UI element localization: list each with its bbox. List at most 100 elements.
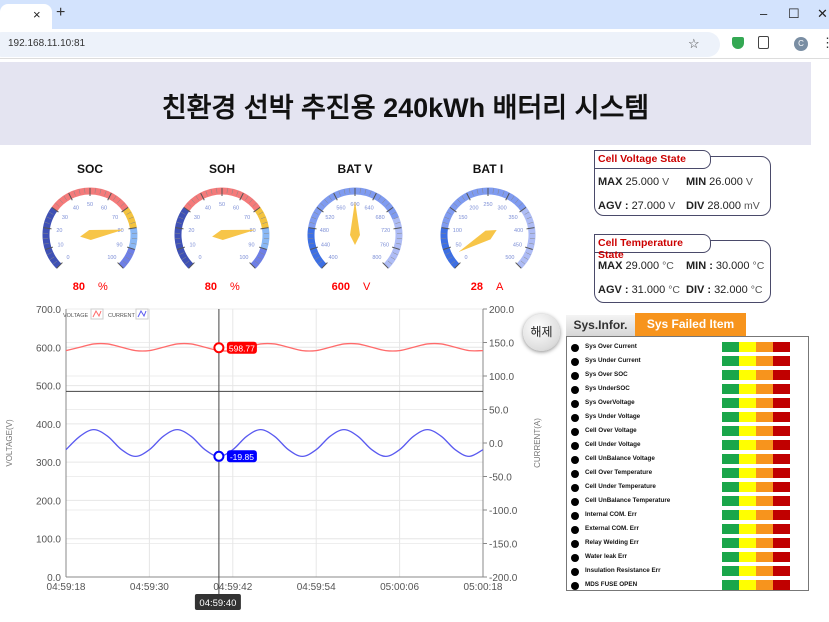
y-tick-label: 600.0 <box>36 343 61 354</box>
fail-level-cell <box>756 426 773 436</box>
gauge-tick <box>120 202 125 207</box>
gauge-tick <box>395 222 401 224</box>
gauge-tick <box>262 222 268 224</box>
fail-level-cell <box>722 510 739 520</box>
failed-item-row: Sys Under Voltage <box>567 411 807 425</box>
failed-item-label: Insulation Resistance Err <box>585 567 661 574</box>
gauge-tick-label: 480 <box>320 228 329 234</box>
y2-tick-label: 50.0 <box>489 406 509 417</box>
url-field[interactable]: 192.168.11.10:81 ☆ <box>0 32 720 57</box>
status-dot-icon <box>571 498 579 506</box>
failed-item-row: Sys Over SOC <box>567 369 807 383</box>
legend-line-icon <box>137 309 147 318</box>
gauge-tick <box>497 189 500 195</box>
gauge-tick <box>128 227 137 230</box>
failed-item-row: Cell Under Voltage <box>567 439 807 453</box>
voltage-current-chart[interactable]: 0.0 100.0 200.0 300.0 400.0 500.0 600.0 700.0 -2… <box>0 300 560 622</box>
tab-sys-info[interactable]: Sys.Infor. <box>566 315 635 336</box>
y2-tick-label: -150.0 <box>489 540 518 551</box>
fail-level-cell <box>739 398 756 408</box>
gauge-tick <box>187 202 192 207</box>
cell-temperature-title: Cell Temperature State <box>594 234 711 261</box>
fail-level-cell <box>756 454 773 464</box>
fail-level-cell <box>722 538 739 548</box>
fail-level-cell <box>722 524 739 534</box>
fail-level-cell <box>773 552 790 562</box>
gauge-tick <box>321 262 328 269</box>
gauge-tick <box>245 195 249 201</box>
bookmark-star-icon[interactable]: ☆ <box>688 36 700 51</box>
minimize-icon[interactable]: – <box>760 6 768 21</box>
url-text[interactable]: 192.168.11.10:81 <box>8 38 86 49</box>
gauge-tick <box>125 256 131 260</box>
fail-level-cell <box>722 342 739 352</box>
gauge-tick <box>55 202 60 207</box>
gauge-tick <box>390 256 396 260</box>
fail-level-cell <box>756 538 773 548</box>
gauge-tick-label: 90 <box>248 243 254 249</box>
gauge-tick-label: 50 <box>455 243 461 249</box>
extensions-puzzle-icon[interactable] <box>758 36 769 49</box>
y2-tick-label: -50.0 <box>489 473 512 484</box>
fail-level-cell <box>756 580 773 590</box>
gauge-tick <box>43 242 49 245</box>
tab-sys-failed-item[interactable]: Sys Failed Item <box>635 313 746 336</box>
fail-level-cell <box>756 510 773 520</box>
shield-extension-icon[interactable] <box>732 37 744 49</box>
gauge-unit: A <box>496 281 504 293</box>
gauge-tick <box>311 216 317 220</box>
failed-item-label: Cell Under Temperature <box>585 483 656 490</box>
new-tab-button[interactable]: + <box>56 4 66 21</box>
gauge-tick <box>226 188 228 194</box>
gauge-tick <box>511 195 515 201</box>
gauge-tick <box>249 262 256 269</box>
close-tab-icon[interactable]: × <box>33 7 41 22</box>
gauge-tick-label: 640 <box>364 205 373 211</box>
status-dot-icon <box>571 372 579 380</box>
fail-level-cell <box>773 468 790 478</box>
gauge-tick-label: 70 <box>112 215 118 221</box>
legend-swatch-icon[interactable] <box>90 308 104 320</box>
gauge-value: 600 <box>331 281 350 293</box>
gauge-tick-label: 400 <box>328 255 337 261</box>
legend-swatch-icon[interactable] <box>135 308 149 320</box>
cell-temp-min: MIN :30.000 °C <box>686 260 765 272</box>
failed-item-row: Cell UnBalance Temperature <box>567 495 807 509</box>
profile-avatar[interactable]: C <box>794 37 808 51</box>
failed-item-label: External COM. Err <box>585 525 639 532</box>
cell-temp-avg: AGV :31.000 °C <box>598 284 681 296</box>
gauge-tick <box>317 260 323 265</box>
failed-item-row: Insulation Resistance Err <box>567 565 807 579</box>
failed-item-row: Cell UnBalance Voltage <box>567 453 807 467</box>
fail-level-cell <box>739 524 756 534</box>
gauge-tick <box>309 222 315 224</box>
fail-level-cell <box>739 370 756 380</box>
gauge-tick <box>252 202 257 207</box>
gauge-title: BAT V <box>337 162 373 176</box>
failed-item-label: Cell Over Temperature <box>585 469 653 476</box>
gauge-tick <box>257 256 263 260</box>
fail-level-cell <box>756 398 773 408</box>
gauge-tick <box>183 206 191 213</box>
fail-level-cell <box>739 426 756 436</box>
gauge-tick <box>441 242 447 245</box>
gauge-tick-label: 760 <box>380 243 389 249</box>
fail-level-cell <box>722 552 739 562</box>
failed-item-label: Cell Over Voltage <box>585 427 637 434</box>
release-button[interactable]: 해제 <box>523 314 560 351</box>
voltage-tooltip-bg <box>226 341 257 354</box>
browser-tab[interactable] <box>0 4 52 29</box>
gauge-tick <box>529 242 535 245</box>
fail-level-cell <box>722 370 739 380</box>
fail-level-cell <box>756 482 773 492</box>
close-window-icon[interactable]: ✕ <box>817 6 828 21</box>
gauge-tick <box>393 227 402 230</box>
gauge-tick <box>117 262 124 269</box>
maximize-icon[interactable]: ☐ <box>788 6 800 21</box>
gauge-tick-label: 50 <box>219 202 225 208</box>
gauge-tick <box>443 246 452 250</box>
legend-label: VOLTAGE <box>63 313 88 319</box>
gauge-tick <box>178 216 184 220</box>
browser-menu-icon[interactable]: ⋮ <box>821 35 829 50</box>
gauge-tick <box>107 192 112 201</box>
